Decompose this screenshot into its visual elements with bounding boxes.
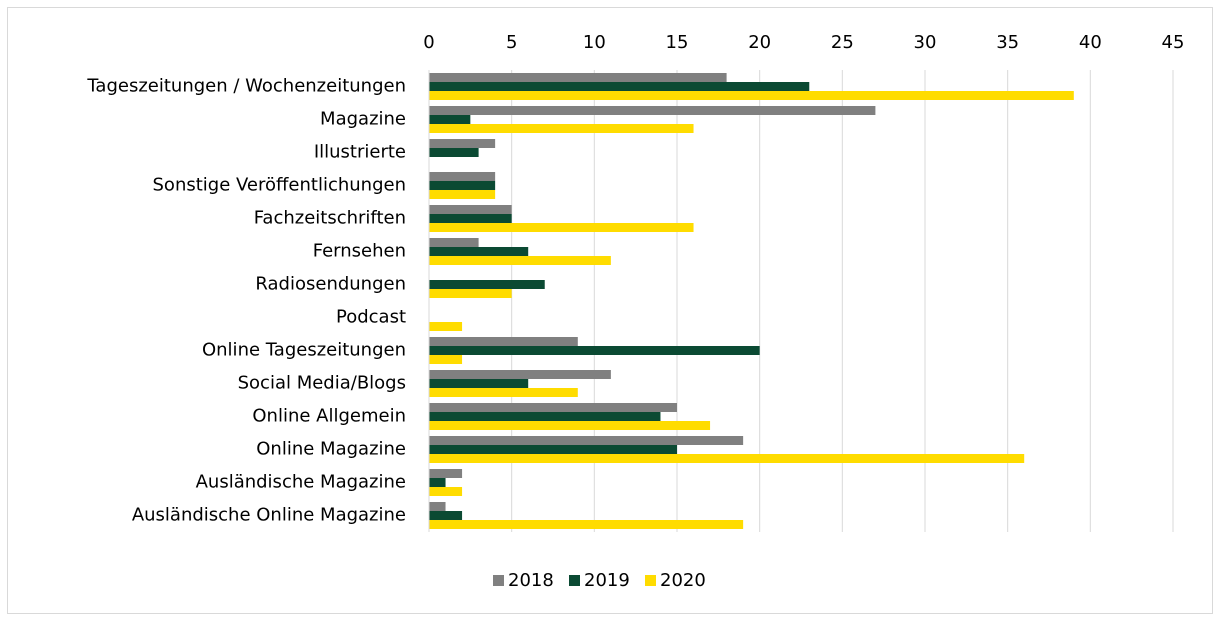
- bar: [429, 73, 727, 82]
- bar: [429, 436, 744, 445]
- x-tick-label: 20: [748, 32, 771, 53]
- bar: [429, 370, 611, 379]
- x-tick-label: 10: [583, 32, 606, 53]
- bar: [429, 469, 463, 478]
- bar: [429, 205, 512, 214]
- y-tick-label: Ausländische Online Magazine: [132, 505, 406, 526]
- bar: [429, 520, 744, 529]
- bar: [429, 214, 512, 223]
- bar: [429, 172, 496, 181]
- legend-label: 2020: [660, 570, 706, 591]
- bar: [429, 124, 694, 133]
- bar: [429, 511, 463, 520]
- bar: [429, 502, 446, 511]
- x-tick-label: 45: [1162, 32, 1185, 53]
- bar: [429, 247, 529, 256]
- y-tick-label: Online Magazine: [256, 439, 406, 460]
- y-tick-label: Tageszeitungen / Wochenzeitungen: [86, 76, 406, 97]
- y-tick-label: Fernsehen: [313, 241, 406, 262]
- y-tick-label: Illustrierte: [314, 142, 406, 163]
- bar: [429, 337, 578, 346]
- bar: [429, 487, 463, 496]
- bar: [429, 91, 1074, 100]
- bar: [429, 346, 760, 355]
- bar: [429, 289, 512, 298]
- x-tick-label: 0: [423, 32, 434, 53]
- y-tick-label: Ausländische Magazine: [196, 472, 406, 493]
- bar: [429, 454, 1025, 463]
- x-tick-label: 25: [831, 32, 854, 53]
- bar: [429, 355, 463, 364]
- bar: [429, 388, 578, 397]
- y-tick-label: Podcast: [336, 307, 406, 328]
- bar: [429, 181, 496, 190]
- bar: [429, 223, 694, 232]
- legend-swatch: [493, 575, 504, 586]
- bar: [429, 280, 545, 289]
- legend-swatch: [569, 575, 580, 586]
- y-tick-label: Online Allgemein: [252, 406, 406, 427]
- bar: [429, 412, 661, 421]
- x-tick-label: 30: [914, 32, 937, 53]
- bar: [429, 139, 496, 148]
- y-tick-label: Sonstige Veröffentlichungen: [153, 175, 407, 196]
- bar: [429, 82, 810, 91]
- bar: [429, 403, 677, 412]
- bar: [429, 445, 677, 454]
- bar: [429, 379, 529, 388]
- x-tick-label: 15: [666, 32, 689, 53]
- legend-swatch: [645, 575, 656, 586]
- y-tick-label: Online Tageszeitungen: [202, 340, 406, 361]
- y-tick-label: Magazine: [320, 109, 406, 130]
- bar: [429, 478, 446, 487]
- bar: [429, 238, 479, 247]
- legend-label: 2018: [508, 570, 554, 591]
- x-tick-label: 5: [506, 32, 517, 53]
- y-tick-label: Social Media/Blogs: [238, 373, 406, 394]
- x-tick-label: 40: [1079, 32, 1102, 53]
- bar: [429, 106, 876, 115]
- y-tick-label: Fachzeitschriften: [254, 208, 406, 229]
- bar: [429, 148, 479, 157]
- y-tick-label: Radiosendungen: [255, 274, 406, 295]
- bar: [429, 115, 471, 124]
- bar: [429, 421, 711, 430]
- x-tick-label: 35: [996, 32, 1019, 53]
- bar: [429, 322, 463, 331]
- bar: [429, 256, 611, 265]
- bar: [429, 190, 496, 199]
- legend-label: 2019: [584, 570, 630, 591]
